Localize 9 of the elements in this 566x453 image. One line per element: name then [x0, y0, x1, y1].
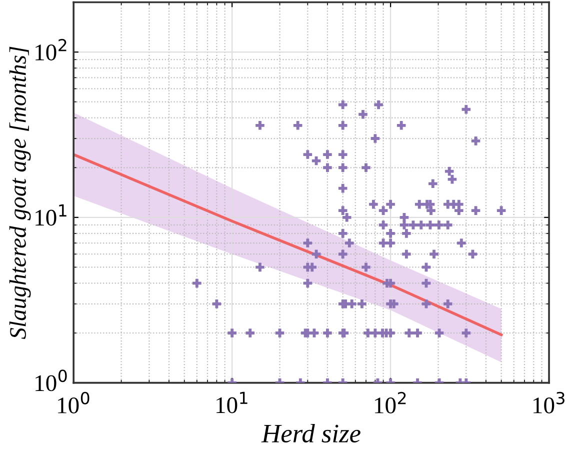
y-axis-title: Slaughtered goat age [months]: [9, 46, 31, 340]
x-tick-label: 10$^{3}$: [534, 392, 564, 414]
x-tick-label: 10$^{0}$: [58, 392, 90, 414]
y-tick-label: 10$^{2}$: [36, 38, 66, 60]
y-tick-label: 10$^{1}$: [36, 204, 66, 226]
y-tick-label: 10$^{0}$: [36, 370, 67, 392]
x-tick-label: 10$^{2}$: [375, 392, 406, 414]
x-axis-title: Herd size: [261, 424, 360, 443]
x-tick-label: 10$^{1}$: [216, 392, 248, 414]
